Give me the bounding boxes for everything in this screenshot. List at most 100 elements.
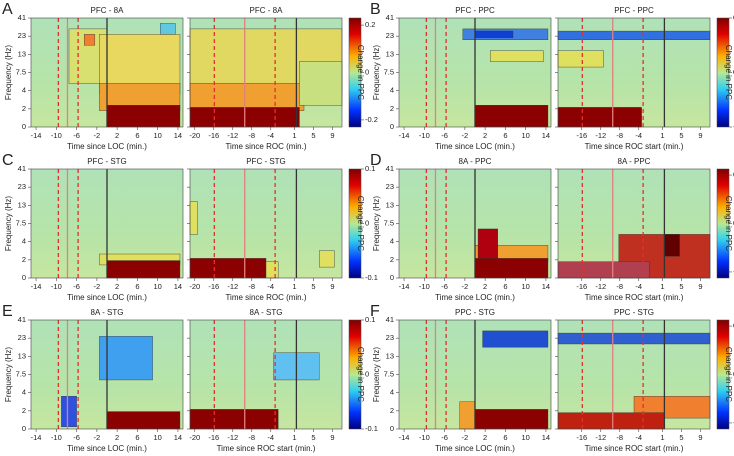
colorbar-tick-label: 0.1 <box>365 164 375 173</box>
x-tick-label: 9 <box>330 433 334 442</box>
x-tick-label: -16 <box>208 282 219 291</box>
x-tick-label: 10 <box>521 282 529 291</box>
heatmap-region <box>459 401 476 430</box>
x-tick-label: -6 <box>441 282 448 291</box>
y-tick-label: 41 <box>18 315 26 324</box>
y-tick-label: 0 <box>390 273 394 282</box>
heatmap-region <box>106 411 181 430</box>
heatmap-region <box>557 107 642 128</box>
x-tick-label: -10 <box>419 433 430 442</box>
x-tick-label: -10 <box>419 131 430 140</box>
x-tick-label: 1 <box>660 282 664 291</box>
y-tick-label: 41 <box>386 13 394 22</box>
y-tick-label: 23 <box>386 333 394 342</box>
y-tick-label: 7.5 <box>16 218 26 227</box>
y-tick-label: 0 <box>390 424 394 433</box>
y-tick-label: 4 <box>390 237 394 246</box>
x-tick-label: -10 <box>51 433 62 442</box>
colorbar-tick-label: -0.1 <box>365 273 378 282</box>
x-tick-label: 6 <box>503 282 507 291</box>
x-tick-label: 5 <box>311 433 315 442</box>
y-tick-label: 2 <box>22 104 26 113</box>
heatmap-region <box>189 201 198 235</box>
y-tick-label: 7.5 <box>384 218 394 227</box>
y-axis-label: Frequency (Hz) <box>372 45 381 100</box>
x-tick-label: -14 <box>399 282 410 291</box>
x-axis-label: Time since ROC start (min.) <box>585 293 684 302</box>
y-tick-label: 2 <box>22 255 26 264</box>
heatmap-region <box>319 250 335 268</box>
x-tick-label: -14 <box>399 433 410 442</box>
x-tick-label: -2 <box>462 131 469 140</box>
heatmap-region <box>474 258 549 279</box>
subplot-title: PFC - STG <box>87 157 127 166</box>
x-tick-label: 9 <box>698 433 702 442</box>
x-tick-label: -12 <box>227 282 238 291</box>
heatmap-region <box>61 396 77 428</box>
x-tick-label: 10 <box>521 433 529 442</box>
panel-label: F <box>370 303 380 320</box>
y-tick-label: 2 <box>390 406 394 415</box>
y-tick-label: 13 <box>386 200 394 209</box>
x-tick-label: -16 <box>576 282 587 291</box>
x-axis-label: Time since LOC (min.) <box>435 142 515 151</box>
x-tick-label: -4 <box>635 282 642 291</box>
panel-label: D <box>370 152 382 169</box>
x-tick-label: 2 <box>115 282 119 291</box>
x-tick-label: -12 <box>595 433 606 442</box>
heatmap-region <box>83 34 96 46</box>
heatmap-region <box>189 409 279 430</box>
x-tick-label: -20 <box>189 282 200 291</box>
subplot-title: 8A - STG <box>250 308 283 317</box>
x-axis-label: Time since LOC (min.) <box>67 444 147 453</box>
colorbar-label: Change in PPC <box>724 196 733 251</box>
y-tick-label: 7.5 <box>16 67 26 76</box>
x-tick-label: 1 <box>292 433 296 442</box>
x-tick-label: 14 <box>542 433 550 442</box>
y-tick-label: 2 <box>390 104 394 113</box>
y-tick-label: 0 <box>390 122 394 131</box>
x-tick-label: -2 <box>94 282 101 291</box>
subplot-title: 8A - PPC <box>618 157 651 166</box>
x-tick-label: -16 <box>576 433 587 442</box>
x-axis-label: Time since ROC start (min.) <box>585 444 684 453</box>
y-tick-label: 23 <box>18 31 26 40</box>
heatmap-region <box>106 260 181 279</box>
x-tick-label: 9 <box>698 282 702 291</box>
y-axis-label: Frequency (Hz) <box>4 347 13 402</box>
y-tick-label: 13 <box>386 49 394 58</box>
colorbar-label: Change in PPC <box>356 196 365 251</box>
x-tick-label: 14 <box>542 282 550 291</box>
y-tick-label: 0 <box>22 424 26 433</box>
y-tick-label: 7.5 <box>384 67 394 76</box>
x-tick-label: 6 <box>503 433 507 442</box>
subplot-title: PFC - PPC <box>614 6 654 15</box>
y-tick-label: 41 <box>18 164 26 173</box>
x-tick-label: 9 <box>698 131 702 140</box>
y-tick-label: 41 <box>18 13 26 22</box>
panel-label: B <box>370 1 381 18</box>
x-tick-label: -14 <box>31 131 42 140</box>
y-tick-label: 13 <box>18 49 26 58</box>
x-tick-label: -2 <box>462 433 469 442</box>
x-axis-label: Time since LOC (min.) <box>67 142 147 151</box>
x-tick-label: -10 <box>51 131 62 140</box>
x-tick-label: 2 <box>483 282 487 291</box>
y-axis-label: Frequency (Hz) <box>372 196 381 251</box>
colorbar-tick-label: -0.1 <box>365 424 378 433</box>
y-tick-label: 7.5 <box>384 369 394 378</box>
x-tick-label: -8 <box>248 131 255 140</box>
y-tick-label: 0 <box>22 273 26 282</box>
x-axis-label: Time since ROC (min.) <box>225 142 306 151</box>
heatmap-region <box>299 61 343 106</box>
x-tick-label: -8 <box>616 433 623 442</box>
subplot-title: PFC - 8A <box>250 6 284 15</box>
x-tick-label: -6 <box>441 131 448 140</box>
x-tick-label: -6 <box>73 131 80 140</box>
subplot-title: PPC - STG <box>455 308 495 317</box>
x-tick-label: 14 <box>542 131 550 140</box>
x-tick-label: 1 <box>292 131 296 140</box>
x-axis-label: Time since LOC (min.) <box>435 293 515 302</box>
colorbar-tick-label: -0.2 <box>365 115 378 124</box>
